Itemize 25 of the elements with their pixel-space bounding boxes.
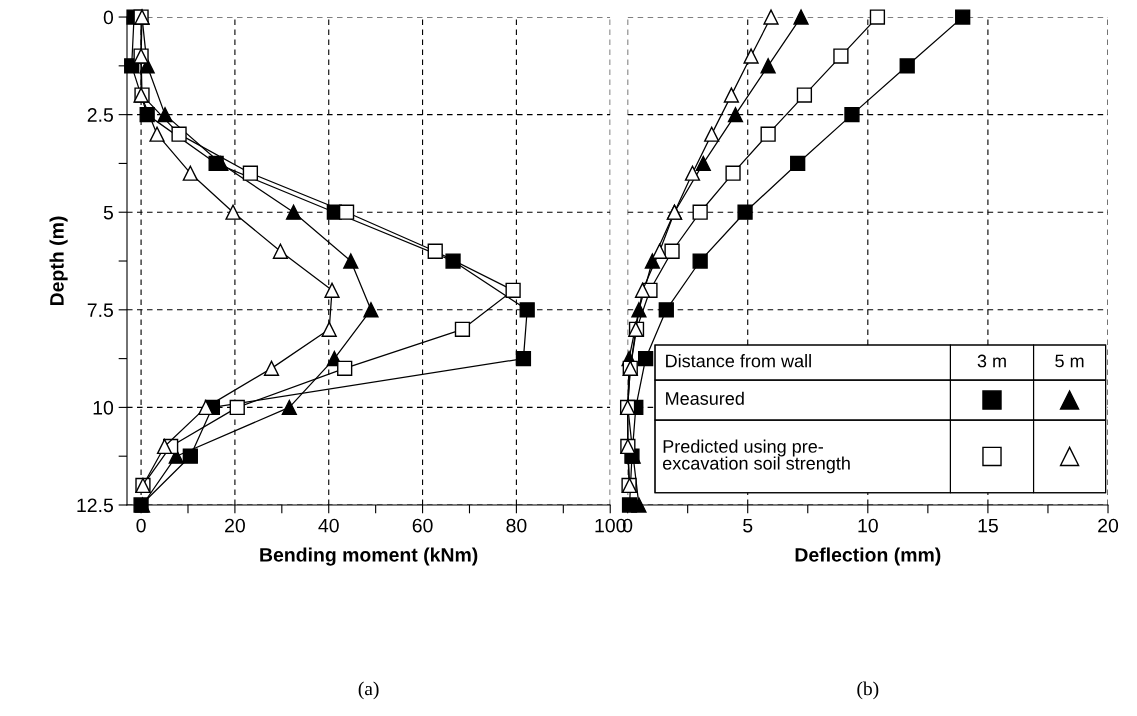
y-tick-label: 5 — [103, 205, 113, 220]
annotation: Measured — [666, 391, 744, 405]
x-tick-label: 80 — [506, 518, 527, 533]
annotation: Distance from wall — [666, 354, 811, 368]
y-axis-title: Depth (m) — [49, 216, 68, 306]
x-axis-title: Deflection (mm) — [795, 547, 941, 566]
y-tick-label: 2.5 — [87, 108, 113, 122]
annotation: Predicted using pre- excavation soil strength — [662, 439, 850, 474]
x-tick-label: 5 — [743, 518, 753, 533]
x-tick-label: 20 — [225, 518, 245, 533]
x-tick-label: 40 — [318, 518, 339, 533]
text: (a) — [358, 681, 379, 700]
y-tick-label: 7.5 — [87, 303, 113, 318]
x-tick-label: 60 — [412, 518, 433, 533]
x-tick-label: 20 — [1098, 518, 1119, 533]
x-axis-title: Bending moment (kNm) — [260, 547, 478, 566]
annotation: 3 m — [977, 354, 1006, 368]
x-tick-label: 0 — [136, 518, 146, 533]
y-tick-label: 0 — [103, 10, 114, 25]
y-tick-label: 10 — [93, 400, 114, 415]
x-tick-label: 15 — [978, 518, 998, 533]
text: (b) — [857, 681, 879, 700]
y-tick-label: 12.5 — [77, 498, 113, 513]
annotation: 5 m — [1055, 354, 1084, 368]
x-tick-label: 10 — [858, 518, 878, 533]
